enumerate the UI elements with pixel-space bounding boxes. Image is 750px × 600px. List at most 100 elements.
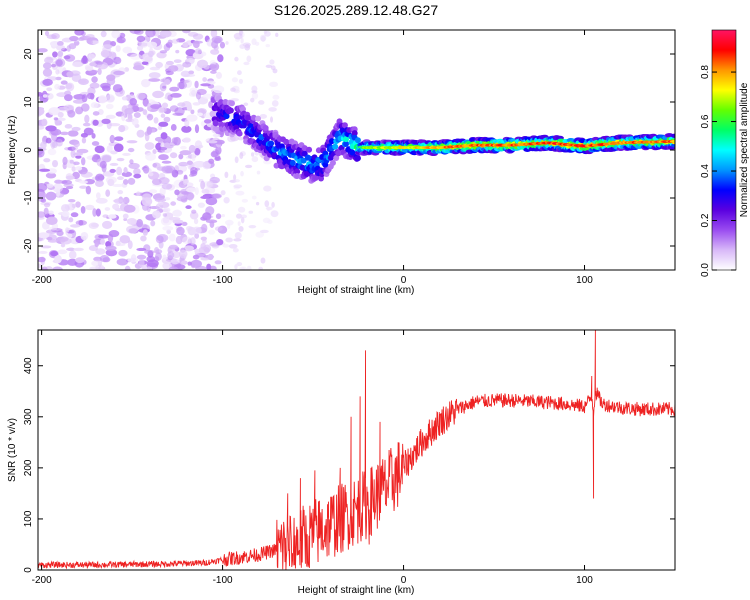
noise-speckle bbox=[194, 124, 200, 134]
noise-speckle bbox=[176, 226, 185, 236]
noise-speckle bbox=[215, 213, 222, 220]
noise-speckle bbox=[60, 204, 70, 213]
ridge-blob bbox=[283, 139, 290, 146]
noise-speckle bbox=[235, 190, 245, 196]
noise-speckle bbox=[258, 100, 265, 105]
noise-speckle bbox=[159, 50, 168, 54]
noise-speckle bbox=[171, 251, 181, 259]
noise-speckle bbox=[88, 222, 99, 229]
ridge-blob bbox=[228, 100, 235, 107]
noise-speckle bbox=[170, 124, 177, 131]
noise-speckle bbox=[42, 62, 52, 70]
noise-speckle bbox=[40, 198, 47, 203]
noise-speckle bbox=[241, 198, 248, 203]
noise-speckle bbox=[95, 192, 101, 200]
noise-speckle bbox=[92, 208, 97, 217]
noise-speckle bbox=[168, 244, 179, 250]
noise-speckle bbox=[246, 55, 252, 63]
spectrogram-y-tick-label: -10 bbox=[23, 190, 34, 205]
noise-speckle bbox=[255, 41, 260, 46]
noise-speckle bbox=[113, 70, 125, 76]
noise-speckle bbox=[136, 219, 144, 228]
noise-speckle bbox=[169, 152, 178, 159]
ridge-blob bbox=[354, 155, 361, 162]
spectrogram-x-axis-label: Height of straight line (km) bbox=[298, 285, 415, 296]
noise-speckle bbox=[233, 238, 242, 242]
noise-speckle bbox=[65, 175, 75, 180]
noise-speckle bbox=[147, 266, 153, 270]
noise-speckle bbox=[200, 242, 206, 250]
colorbar-label: Normalized spectral amplitude bbox=[739, 82, 750, 217]
noise-speckle bbox=[89, 82, 100, 89]
noise-speckle bbox=[187, 261, 192, 266]
noise-speckle bbox=[110, 150, 118, 155]
noise-speckle bbox=[231, 77, 239, 83]
noise-speckle bbox=[185, 205, 192, 210]
colorbar-tick-label: 0.4 bbox=[700, 164, 711, 178]
noise-speckle bbox=[230, 87, 236, 92]
noise-speckle bbox=[65, 83, 73, 90]
noise-speckle bbox=[214, 37, 222, 44]
noise-speckle bbox=[57, 111, 64, 118]
noise-speckle bbox=[38, 147, 44, 156]
noise-speckle bbox=[116, 166, 123, 176]
noise-speckle bbox=[269, 59, 275, 65]
noise-speckle bbox=[75, 201, 81, 208]
noise-speckle bbox=[119, 32, 126, 38]
noise-speckle bbox=[47, 148, 57, 156]
noise-speckle bbox=[112, 183, 124, 188]
noise-speckle bbox=[168, 266, 179, 270]
noise-speckle bbox=[170, 92, 182, 98]
noise-speckle bbox=[180, 79, 190, 84]
noise-speckle bbox=[75, 151, 83, 156]
noise-speckle bbox=[160, 113, 166, 118]
noise-speckle bbox=[105, 94, 115, 103]
noise-speckle bbox=[98, 234, 110, 239]
noise-speckle bbox=[194, 80, 199, 89]
noise-speckle bbox=[202, 93, 213, 99]
chart-title: S126.2025.289.12.48.G27 bbox=[274, 2, 438, 18]
noise-speckle bbox=[78, 219, 84, 226]
spectrogram-y-axis-label: Frequency (Hz) bbox=[7, 116, 18, 185]
noise-speckle bbox=[208, 158, 215, 164]
ridge-blob bbox=[343, 136, 350, 143]
noise-speckle bbox=[161, 165, 173, 174]
noise-speckle bbox=[212, 133, 221, 138]
noise-speckle bbox=[107, 214, 117, 219]
noise-speckle bbox=[196, 59, 208, 69]
noise-speckle bbox=[113, 56, 122, 65]
noise-speckle bbox=[110, 41, 117, 47]
ridge-blob bbox=[245, 114, 252, 121]
noise-speckle bbox=[88, 53, 96, 60]
noise-speckle bbox=[263, 30, 268, 34]
noise-speckle bbox=[201, 189, 210, 194]
noise-speckle bbox=[171, 137, 178, 144]
noise-speckle bbox=[158, 121, 169, 127]
noise-speckle bbox=[269, 116, 274, 123]
noise-speckle bbox=[129, 159, 134, 165]
noise-speckle bbox=[162, 254, 167, 261]
noise-speckle bbox=[128, 162, 140, 170]
noise-speckle bbox=[157, 201, 164, 206]
ridge-blob bbox=[351, 130, 358, 137]
noise-speckle bbox=[71, 126, 81, 132]
noise-speckle bbox=[91, 141, 100, 146]
noise-speckle bbox=[94, 242, 99, 248]
noise-speckle bbox=[109, 162, 119, 167]
noise-speckle bbox=[190, 237, 196, 246]
noise-speckle bbox=[85, 66, 94, 71]
noise-speckle bbox=[123, 204, 136, 213]
noise-speckle bbox=[78, 78, 89, 86]
noise-speckle bbox=[193, 218, 199, 225]
noise-speckle bbox=[182, 30, 191, 34]
noise-speckle bbox=[150, 104, 162, 109]
noise-speckle bbox=[193, 160, 206, 168]
noise-speckle bbox=[99, 255, 110, 263]
noise-speckle bbox=[57, 117, 66, 122]
noise-speckle bbox=[237, 70, 242, 76]
noise-speckle bbox=[228, 243, 238, 249]
noise-speckle bbox=[160, 132, 168, 140]
noise-speckle bbox=[55, 69, 60, 75]
noise-speckle bbox=[190, 259, 202, 268]
noise-speckle bbox=[225, 237, 233, 243]
